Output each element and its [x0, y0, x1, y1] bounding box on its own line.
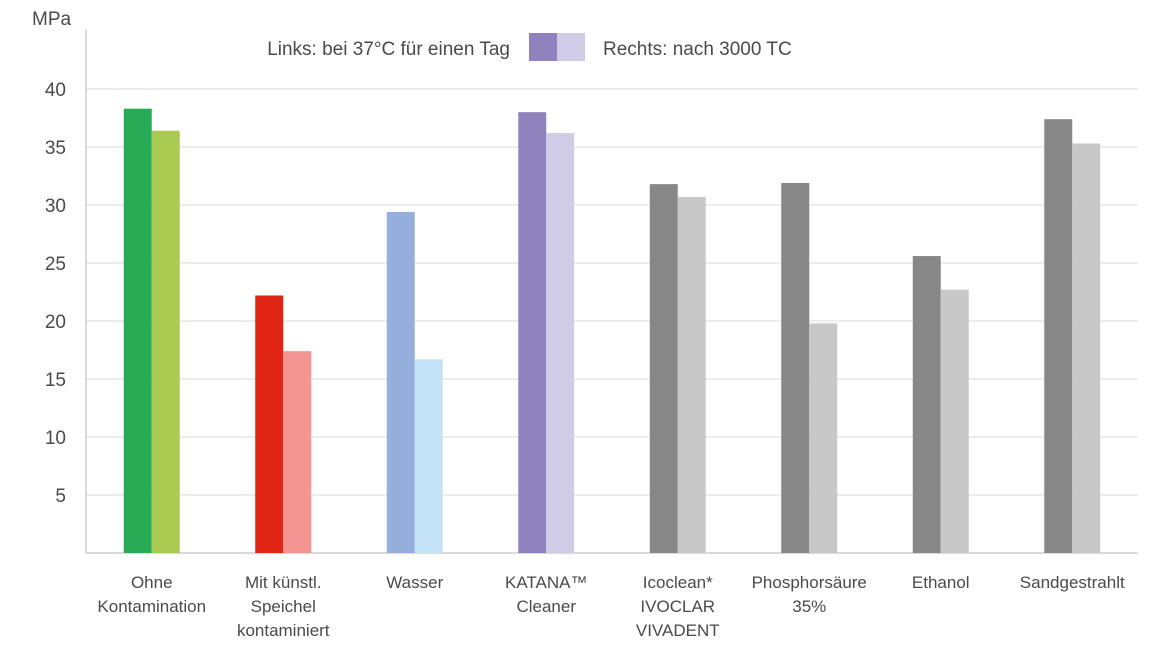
y-unit-label: MPa — [32, 9, 72, 30]
y-tick-label: 40 — [45, 80, 66, 101]
bar — [123, 108, 152, 553]
category-label: Speichel — [251, 597, 316, 616]
grid-lines — [86, 88, 1138, 496]
legend-swatch-light — [557, 33, 585, 61]
bar — [1044, 119, 1073, 553]
bar — [386, 211, 415, 553]
category-label: Mit künstl. — [245, 573, 322, 592]
bar — [151, 130, 180, 553]
category-label: Sandgestrahlt — [1020, 573, 1125, 592]
category-label: VIVADENT — [636, 621, 720, 640]
category-label: IVOCLAR — [640, 597, 715, 616]
bar — [518, 112, 547, 553]
y-tick-label: 20 — [45, 312, 66, 333]
axes — [85, 30, 1138, 554]
bar — [283, 351, 312, 553]
category-label: KATANA™ — [505, 573, 588, 592]
bar — [677, 196, 706, 553]
bar — [414, 359, 443, 553]
y-tick-label: 5 — [55, 486, 66, 507]
category-labels: Ohne Kontamination Mit künstl. Speichel kont… — [97, 573, 1125, 640]
bars — [123, 108, 1101, 553]
category-label: Ethanol — [912, 573, 970, 592]
bar — [1072, 143, 1101, 553]
legend-right-text: Rechts: nach 3000 TC — [603, 39, 792, 60]
bar — [255, 295, 284, 553]
y-tick-label: 35 — [45, 138, 66, 159]
category-label: Phosphorsäure — [752, 573, 867, 592]
bar — [781, 182, 810, 553]
bar — [546, 133, 575, 553]
category-label: kontaminiert — [237, 621, 330, 640]
category-label: Ohne — [131, 573, 173, 592]
bar — [809, 323, 838, 553]
legend: Links: bei 37°C für einen Tag Rechts: na… — [267, 33, 792, 61]
legend-left-text: Links: bei 37°C für einen Tag — [267, 39, 510, 60]
category-label: Cleaner — [516, 597, 576, 616]
y-tick-label: 10 — [45, 428, 66, 449]
bar — [940, 289, 969, 553]
category-label: Icoclean* — [643, 573, 713, 592]
y-tick-labels: 5 10 15 20 25 30 35 40 — [45, 80, 66, 507]
y-tick-label: 25 — [45, 254, 66, 275]
bar — [649, 184, 678, 553]
legend-swatch-dark — [529, 33, 557, 61]
y-tick-label: 15 — [45, 370, 66, 391]
y-tick-label: 30 — [45, 196, 66, 217]
bar — [912, 256, 941, 553]
category-label: Kontamination — [97, 597, 206, 616]
category-label: Wasser — [386, 573, 443, 592]
category-label: 35% — [792, 597, 826, 616]
